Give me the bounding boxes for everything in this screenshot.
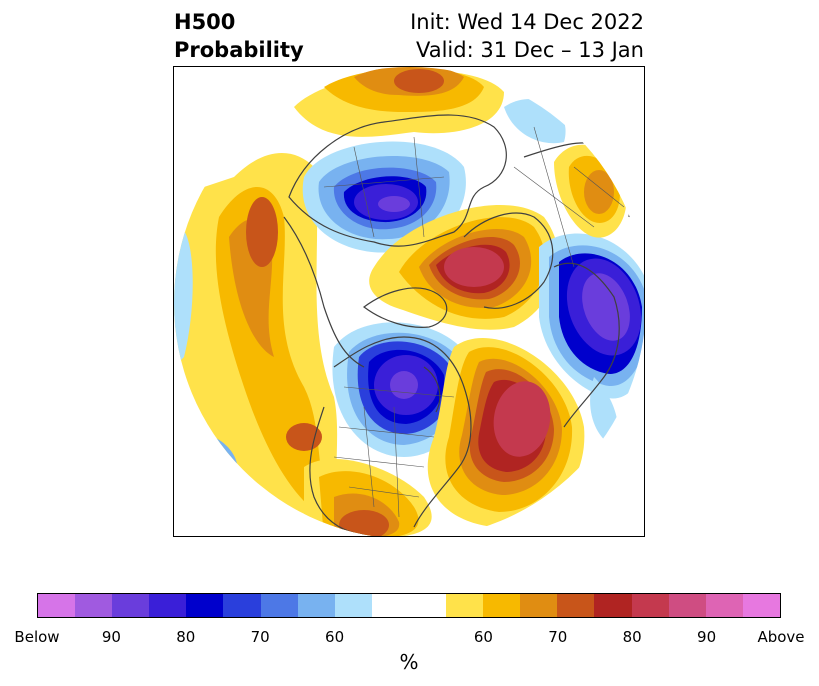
colorbar-segment [631, 594, 669, 617]
colorbar-segment [557, 594, 595, 617]
colorbar-segment [334, 594, 372, 617]
colorbar-segment [705, 594, 743, 617]
colorbar-tick-label: 60 [325, 628, 345, 646]
colorbar-tick-label: Below [14, 628, 60, 646]
colorbar-segment [483, 594, 521, 617]
valid-dates: Valid: 31 Dec – 13 Jan [415, 38, 644, 62]
probability-map [174, 67, 644, 536]
colorbar-segment [594, 594, 632, 617]
colorbar-segment [149, 594, 187, 617]
colorbar-tick-label: 60 [473, 628, 493, 646]
title-line-2: Probability [174, 38, 304, 62]
colorbar [37, 593, 781, 618]
colorbar-segment [446, 594, 484, 617]
chart-title: H500 Probability [174, 8, 304, 64]
colorbar-segment [742, 594, 780, 617]
colorbar-tick-label: Above [757, 628, 805, 646]
coastlines [283, 114, 631, 536]
country-borders [323, 126, 625, 518]
colorbar-segment [668, 594, 706, 617]
colorbar-segment [112, 594, 150, 617]
probability-shading [174, 67, 644, 536]
colorbar-tick-label: 90 [697, 628, 717, 646]
colorbar-segment [408, 594, 447, 617]
map-panel [173, 66, 645, 537]
colorbar-tick-label: 70 [250, 628, 270, 646]
colorbar-segment [186, 594, 224, 617]
colorbar-segment [520, 594, 558, 617]
colorbar-unit-label: % [399, 650, 419, 674]
colorbar-segment [371, 594, 409, 617]
colorbar-tick-label: 90 [101, 628, 121, 646]
colorbar-tick-label: 80 [622, 628, 642, 646]
colorbar-segment [223, 594, 261, 617]
colorbar-segment [38, 594, 76, 617]
title-line-1: H500 [174, 10, 236, 34]
colorbar-tick-label: 70 [548, 628, 568, 646]
init-date: Init: Wed 14 Dec 2022 [410, 10, 644, 34]
colorbar-segment [260, 594, 298, 617]
date-info: Init: Wed 14 Dec 2022 Valid: 31 Dec – 13… [410, 8, 644, 64]
colorbar-segment [297, 594, 335, 617]
colorbar-segment [75, 594, 113, 617]
colorbar-tick-label: 80 [176, 628, 196, 646]
